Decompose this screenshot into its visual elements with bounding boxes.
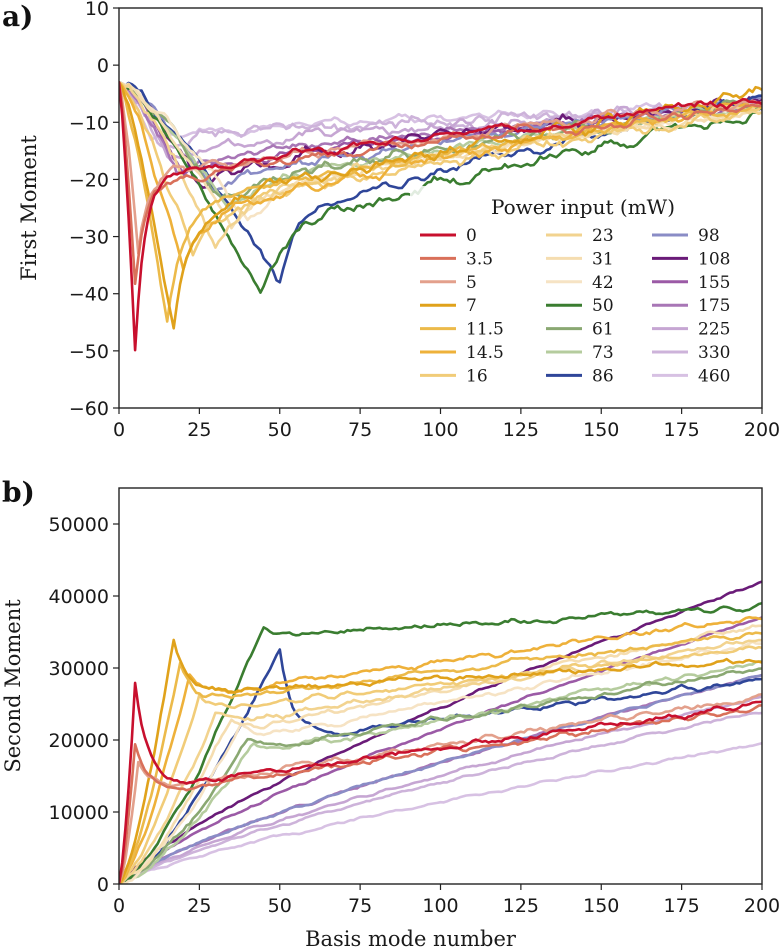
legend-label: 0 bbox=[466, 226, 477, 246]
series-line-3-5 bbox=[119, 704, 762, 884]
y-tick-label: −60 bbox=[69, 398, 109, 420]
x-tick-label: 25 bbox=[187, 895, 211, 917]
series-line-61 bbox=[119, 667, 762, 884]
series-line-11-5 bbox=[119, 81, 762, 323]
legend-label: 42 bbox=[592, 273, 614, 293]
legend-label: 225 bbox=[698, 320, 730, 340]
x-tick-label: 75 bbox=[348, 419, 372, 441]
legend-label: 61 bbox=[592, 320, 614, 340]
x-tick-label: 175 bbox=[663, 895, 699, 917]
series-line-155 bbox=[119, 616, 762, 884]
x-tick-label: 175 bbox=[663, 419, 699, 441]
x-tick-label: 25 bbox=[187, 419, 211, 441]
series-line-98 bbox=[119, 674, 762, 884]
y-tick-label: 10000 bbox=[49, 802, 109, 824]
x-tick-label: 200 bbox=[744, 419, 780, 441]
legend-label: 175 bbox=[698, 296, 730, 316]
series-line-330 bbox=[119, 81, 762, 149]
panel-label: b) bbox=[2, 476, 35, 509]
legend-label: 11.5 bbox=[466, 320, 504, 340]
panel-a-first-moment: 0 25 50 75 100 125 150 175 200−60−50−40−30−20−10… bbox=[2, 0, 780, 441]
x-tick-label: 150 bbox=[583, 419, 619, 441]
series-line-50 bbox=[119, 601, 762, 884]
legend-label: 330 bbox=[698, 343, 730, 363]
legend-label: 86 bbox=[592, 366, 614, 386]
legend-label: 460 bbox=[698, 366, 730, 386]
plot-frame bbox=[118, 487, 763, 885]
legend-label: 23 bbox=[592, 226, 614, 246]
x-tick-label: 75 bbox=[348, 895, 372, 917]
series-group bbox=[119, 580, 762, 884]
y-tick-label: −30 bbox=[69, 227, 109, 249]
y-axis-label: Second Moment bbox=[1, 599, 25, 773]
x-tick-label: 125 bbox=[503, 419, 539, 441]
x-tick-label: 100 bbox=[422, 895, 458, 917]
series-line-0 bbox=[119, 681, 762, 884]
y-tick-label: 0 bbox=[97, 874, 109, 896]
legend-background bbox=[410, 186, 758, 394]
y-tick-label: 50000 bbox=[49, 514, 109, 536]
x-axis-label: Basis mode number bbox=[305, 927, 517, 950]
series-line-16 bbox=[119, 81, 762, 257]
y-tick-label: 40000 bbox=[49, 586, 109, 608]
legend-label: 3.5 bbox=[466, 249, 493, 269]
legend-label: 16 bbox=[466, 366, 488, 386]
series-line-3-5 bbox=[119, 81, 762, 286]
x-tick-label: 150 bbox=[583, 895, 619, 917]
series-line-16 bbox=[119, 645, 762, 884]
series-line-7 bbox=[119, 638, 762, 884]
y-tick-label: −50 bbox=[69, 341, 109, 363]
plot-frame bbox=[118, 7, 763, 409]
x-tick-label: 50 bbox=[268, 895, 292, 917]
series-line-330 bbox=[119, 711, 762, 884]
y-tick-label: −40 bbox=[69, 284, 109, 306]
y-tick-label: −10 bbox=[69, 112, 109, 134]
series-line-108 bbox=[119, 580, 762, 884]
legend-label: 108 bbox=[698, 249, 730, 269]
series-line-0 bbox=[119, 81, 762, 352]
x-tick-label: 50 bbox=[268, 419, 292, 441]
series-line-225 bbox=[119, 695, 762, 884]
panel-label: a) bbox=[2, 0, 33, 33]
legend-label: 98 bbox=[698, 226, 720, 246]
legend-label: 155 bbox=[698, 273, 730, 293]
legend-label: 7 bbox=[466, 296, 477, 316]
x-tick-label: 0 bbox=[113, 419, 125, 441]
x-tick-label: 200 bbox=[744, 895, 780, 917]
legend-label: 5 bbox=[466, 273, 477, 293]
y-tick-label: 20000 bbox=[49, 730, 109, 752]
series-group bbox=[119, 81, 762, 352]
legend: Power input (mW) 0 3.5 5 7 11.5 14.5 16 23 31 42 50… bbox=[410, 186, 758, 394]
x-tick-label: 0 bbox=[113, 895, 125, 917]
x-tick-label: 100 bbox=[422, 419, 458, 441]
y-tick-label: −20 bbox=[69, 169, 109, 191]
series-line-460 bbox=[119, 741, 762, 884]
series-line-11-5 bbox=[119, 631, 762, 884]
series-line-5 bbox=[119, 693, 762, 884]
legend-label: 73 bbox=[592, 343, 614, 363]
x-tick-label: 125 bbox=[503, 895, 539, 917]
legend-title: Power input (mW) bbox=[491, 195, 675, 219]
legend-label: 31 bbox=[592, 249, 614, 269]
panel-b-second-moment: 0 25 50 75 100 125 150 175 200 0 10000 20000 30000 40… bbox=[1, 476, 780, 950]
y-tick-label: 10 bbox=[85, 0, 109, 20]
legend-label: 50 bbox=[592, 296, 614, 316]
legend-label: 14.5 bbox=[466, 343, 504, 363]
y-tick-label: 30000 bbox=[49, 658, 109, 680]
y-tick-label: 0 bbox=[97, 55, 109, 77]
y-axis-label: First Moment bbox=[17, 135, 41, 281]
